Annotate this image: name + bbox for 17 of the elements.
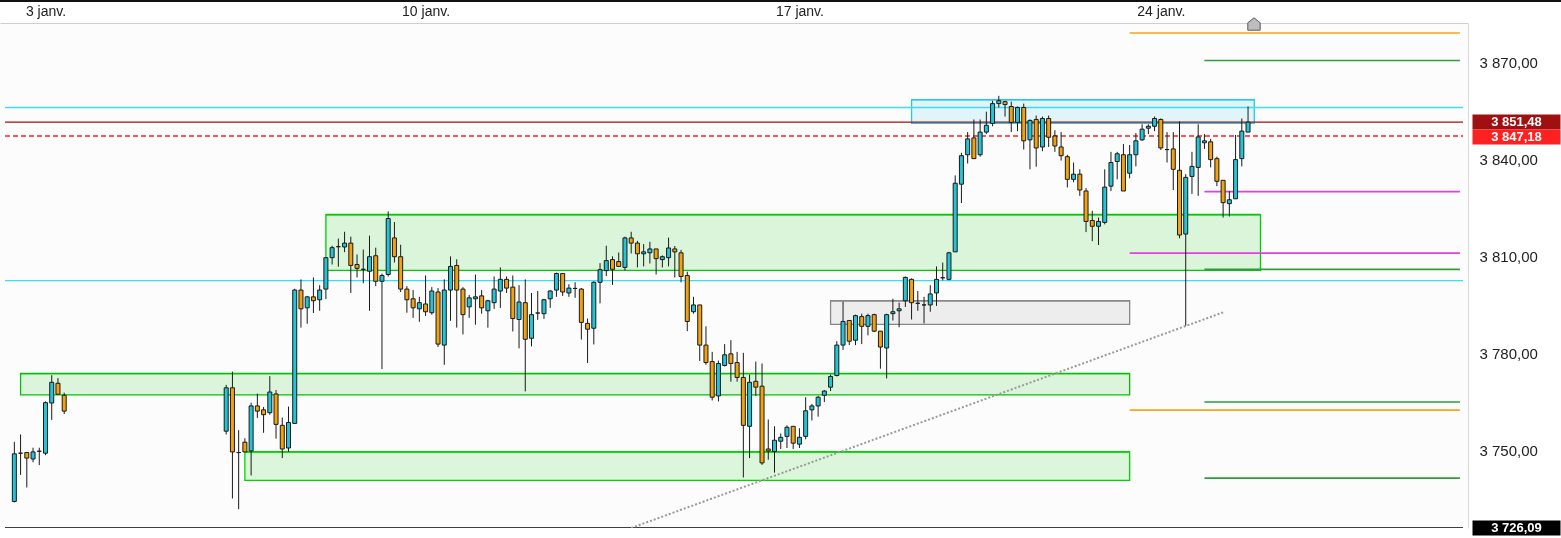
- ref-line-label: 3 847,18: [1491, 129, 1542, 145]
- candlestick: [1170, 131, 1176, 191]
- x-tick-label: 24 janv.: [1137, 2, 1186, 19]
- candlestick: [921, 296, 927, 324]
- y-tick-label: 3 810,00: [1479, 247, 1538, 265]
- candlestick: [61, 392, 67, 415]
- candlestick: [890, 298, 896, 321]
- y-tick-label: 3 870,00: [1479, 53, 1538, 71]
- y-tick-label: 3 780,00: [1479, 344, 1538, 362]
- x-tick-label: 10 janv.: [402, 2, 451, 19]
- candlestick: [896, 302, 902, 328]
- x-tick-label: 3 janv.: [25, 2, 67, 19]
- ref-line-label: 3 851,48: [1491, 114, 1542, 130]
- x-tick-label: 17 janv.: [775, 2, 824, 19]
- ref-line-label: 3 726,09: [1491, 520, 1542, 535]
- y-tick-label: 3 840,00: [1479, 150, 1538, 168]
- y-tick-label: 3 750,00: [1479, 442, 1538, 460]
